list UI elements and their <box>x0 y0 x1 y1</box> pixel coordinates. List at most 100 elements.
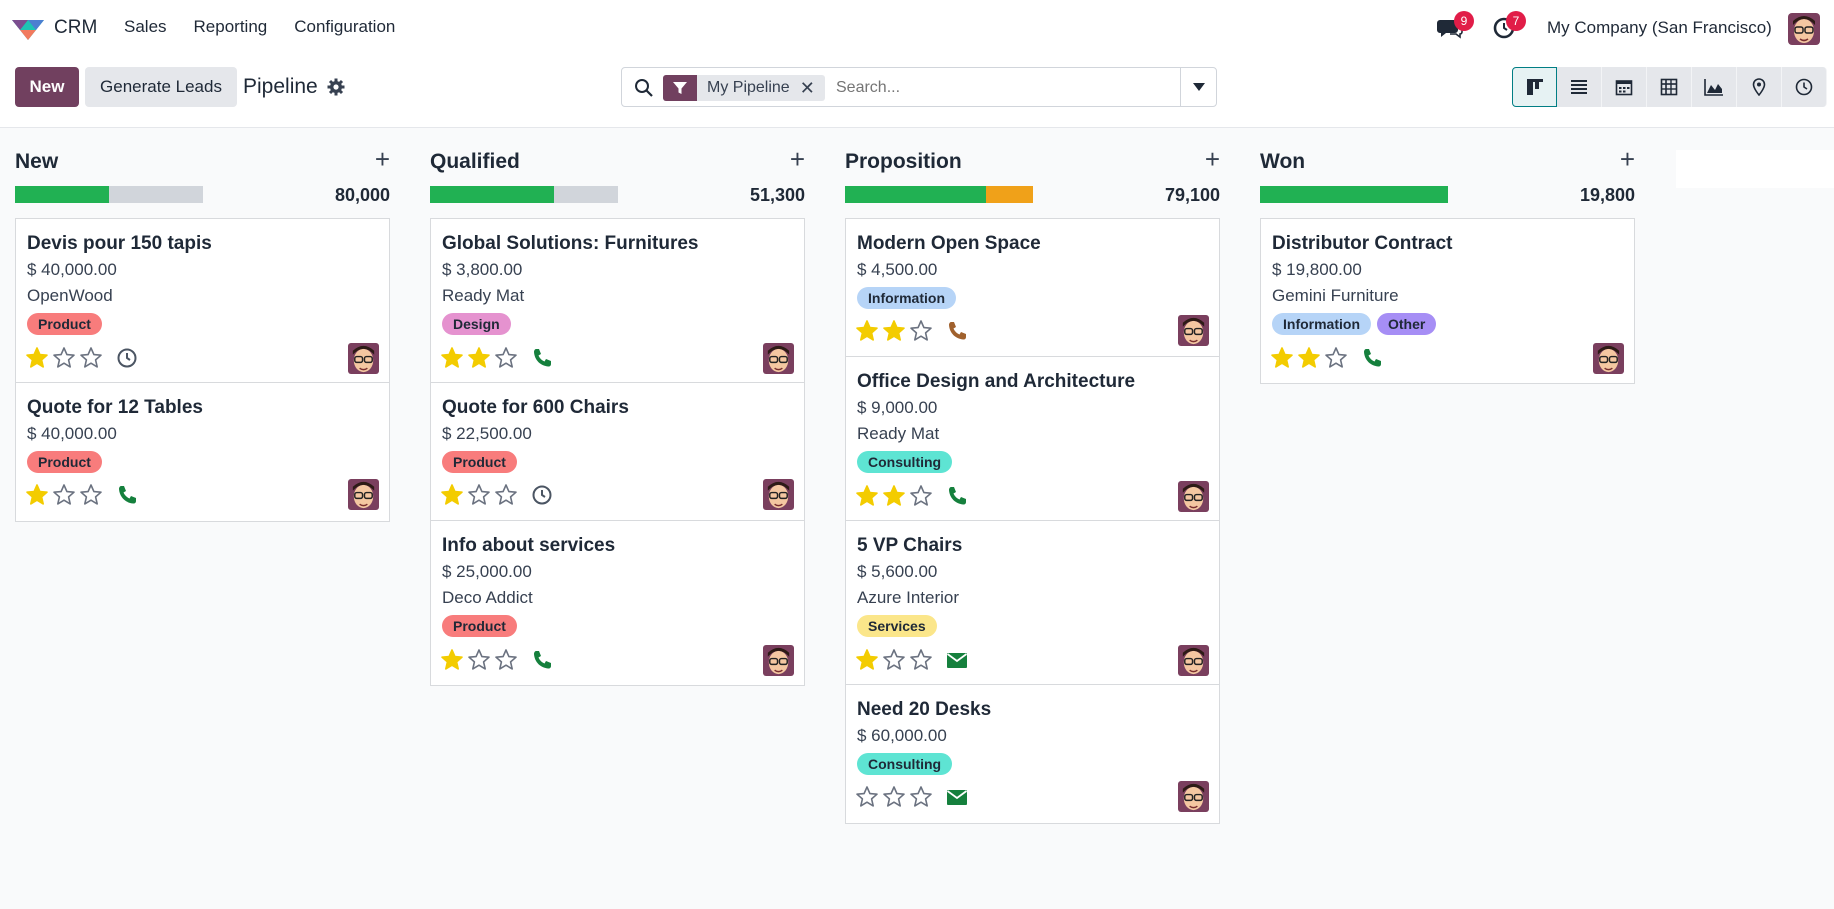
menu-reporting[interactable]: Reporting <box>193 17 268 36</box>
star-filled-icon[interactable] <box>855 484 879 508</box>
star-filled-icon[interactable] <box>440 483 464 507</box>
star-empty-icon[interactable] <box>909 319 933 343</box>
star-filled-icon[interactable] <box>440 346 464 370</box>
column-title[interactable]: Proposition <box>845 150 962 173</box>
column-title[interactable]: New <box>15 150 59 173</box>
star-filled-icon[interactable] <box>25 346 49 370</box>
star-filled-icon[interactable] <box>25 483 49 507</box>
new-button[interactable]: New <box>15 67 79 107</box>
menu-configuration[interactable]: Configuration <box>294 17 396 36</box>
column-progress-bar[interactable] <box>15 186 203 203</box>
email-activity-icon[interactable] <box>946 786 968 808</box>
kanban-card[interactable]: Modern Open Space $ 4,500.00 Information <box>846 219 1219 357</box>
kanban-card[interactable]: Quote for 12 Tables $ 40,000.00 Product <box>16 383 389 521</box>
phone-activity-icon[interactable] <box>531 347 553 369</box>
star-filled-icon[interactable] <box>1270 346 1294 370</box>
activity-clock-icon[interactable] <box>116 347 138 369</box>
kanban-card[interactable]: Global Solutions: Furnitures $ 3,800.00 … <box>431 219 804 383</box>
salesperson-avatar[interactable] <box>348 479 379 510</box>
activity-clock-icon[interactable] <box>531 484 553 506</box>
phone-activity-icon[interactable] <box>531 649 553 671</box>
user-avatar[interactable] <box>1788 13 1820 45</box>
star-empty-icon[interactable] <box>52 483 76 507</box>
phone-activity-icon[interactable] <box>116 484 138 506</box>
salesperson-avatar[interactable] <box>348 343 379 374</box>
crm-logo-icon[interactable] <box>10 14 46 42</box>
star-empty-icon[interactable] <box>467 483 491 507</box>
column-progress-bar[interactable] <box>1260 186 1448 203</box>
phone-activity-icon[interactable] <box>946 485 968 507</box>
search-input[interactable] <box>836 76 1176 100</box>
star-empty-icon[interactable] <box>909 648 933 672</box>
search-options-toggle[interactable] <box>1180 68 1216 106</box>
star-empty-icon[interactable] <box>1324 346 1348 370</box>
star-filled-icon[interactable] <box>440 648 464 672</box>
quick-create-plus-icon[interactable]: + <box>374 144 390 174</box>
map-view-button[interactable] <box>1737 67 1782 107</box>
phone-activity-icon[interactable] <box>1361 347 1383 369</box>
generate-leads-button[interactable]: Generate Leads <box>85 67 237 107</box>
progress-planned-segment[interactable] <box>430 186 554 203</box>
star-filled-icon[interactable] <box>1297 346 1321 370</box>
quick-create-plus-icon[interactable]: + <box>1619 144 1635 174</box>
salesperson-avatar[interactable] <box>1178 481 1209 512</box>
star-filled-icon[interactable] <box>882 484 906 508</box>
star-empty-icon[interactable] <box>79 483 103 507</box>
salesperson-avatar[interactable] <box>763 343 794 374</box>
company-switcher[interactable]: My Company (San Francisco) <box>1547 18 1772 37</box>
star-empty-icon[interactable] <box>52 346 76 370</box>
email-activity-icon[interactable] <box>946 649 968 671</box>
facet-remove-icon[interactable]: ✕ <box>799 77 815 98</box>
star-empty-icon[interactable] <box>882 785 906 809</box>
salesperson-avatar[interactable] <box>1178 781 1209 812</box>
kanban-card[interactable]: Info about services $ 25,000.00 Deco Add… <box>431 521 804 685</box>
kanban-card[interactable]: Devis pour 150 tapis $ 40,000.00 OpenWoo… <box>16 219 389 383</box>
salesperson-avatar[interactable] <box>763 479 794 510</box>
star-filled-icon[interactable] <box>855 648 879 672</box>
kanban-card[interactable]: Distributor Contract $ 19,800.00 Gemini … <box>1261 219 1634 383</box>
column-progress-bar[interactable] <box>430 186 618 203</box>
star-empty-icon[interactable] <box>494 346 518 370</box>
kanban-card[interactable]: Quote for 600 Chairs $ 22,500.00 Product <box>431 383 804 521</box>
add-column-placeholder[interactable] <box>1676 150 1834 188</box>
column-title[interactable]: Won <box>1260 150 1306 173</box>
progress-warning-segment[interactable] <box>986 186 1033 203</box>
search-icon[interactable] <box>634 78 654 98</box>
star-empty-icon[interactable] <box>79 346 103 370</box>
star-filled-icon[interactable] <box>467 346 491 370</box>
graph-view-button[interactable] <box>1692 67 1737 107</box>
salesperson-avatar[interactable] <box>1178 645 1209 676</box>
progress-planned-segment[interactable] <box>845 186 986 203</box>
kanban-view-button[interactable] <box>1512 67 1557 107</box>
star-empty-icon[interactable] <box>494 483 518 507</box>
kanban-card[interactable]: Office Design and Architecture $ 9,000.0… <box>846 357 1219 521</box>
kanban-card[interactable]: 5 VP Chairs $ 5,600.00 Azure Interior Se… <box>846 521 1219 685</box>
star-empty-icon[interactable] <box>909 785 933 809</box>
gear-icon[interactable] <box>327 78 345 96</box>
column-title[interactable]: Qualified <box>430 150 520 173</box>
star-empty-icon[interactable] <box>882 648 906 672</box>
star-empty-icon[interactable] <box>855 785 879 809</box>
star-empty-icon[interactable] <box>494 648 518 672</box>
phone-activity-icon[interactable] <box>946 320 968 342</box>
lead-revenue: $ 22,500.00 <box>442 424 532 443</box>
pivot-view-button[interactable] <box>1647 67 1692 107</box>
quick-create-plus-icon[interactable]: + <box>1204 144 1220 174</box>
salesperson-avatar[interactable] <box>1178 315 1209 346</box>
progress-planned-segment[interactable] <box>1260 186 1448 203</box>
star-filled-icon[interactable] <box>882 319 906 343</box>
star-filled-icon[interactable] <box>855 319 879 343</box>
app-name[interactable]: CRM <box>54 17 98 38</box>
kanban-card[interactable]: Need 20 Desks $ 60,000.00 Consulting <box>846 685 1219 823</box>
progress-planned-segment[interactable] <box>15 186 109 203</box>
salesperson-avatar[interactable] <box>763 645 794 676</box>
list-view-button[interactable] <box>1557 67 1602 107</box>
salesperson-avatar[interactable] <box>1593 343 1624 374</box>
activity-view-button[interactable] <box>1782 67 1827 107</box>
column-progress-bar[interactable] <box>845 186 1033 203</box>
quick-create-plus-icon[interactable]: + <box>789 144 805 174</box>
calendar-view-button[interactable] <box>1602 67 1647 107</box>
menu-sales[interactable]: Sales <box>124 17 167 36</box>
star-empty-icon[interactable] <box>909 484 933 508</box>
star-empty-icon[interactable] <box>467 648 491 672</box>
